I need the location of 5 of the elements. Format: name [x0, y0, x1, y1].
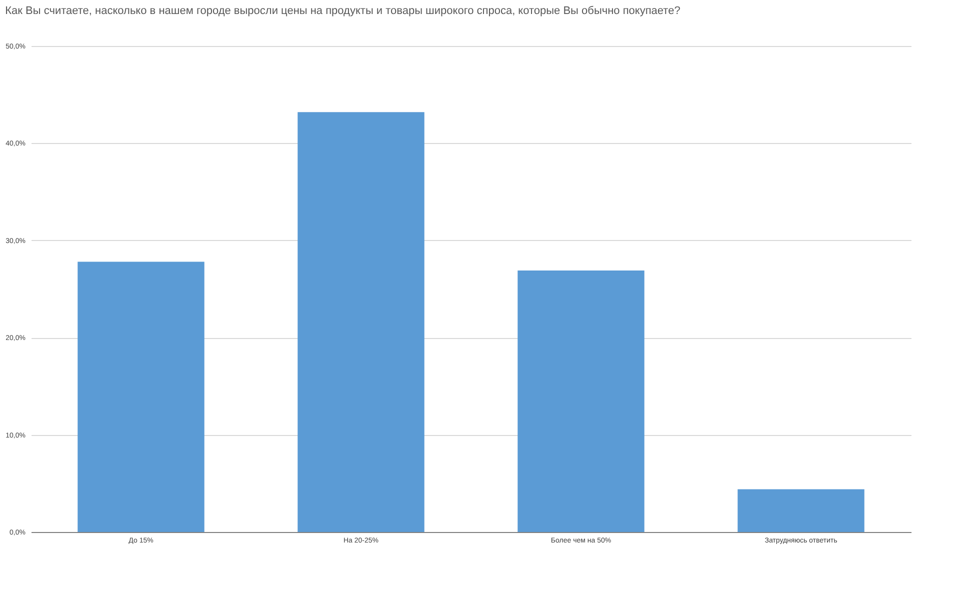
- bar: [738, 489, 864, 532]
- chart-title: Как Вы считаете, насколько в нашем городе выросли цены на продукты и товары широкого спроса, которые Вы обычно покупаете?: [5, 5, 680, 17]
- bar: [518, 270, 644, 532]
- bar: [298, 112, 424, 532]
- bar: [78, 262, 204, 532]
